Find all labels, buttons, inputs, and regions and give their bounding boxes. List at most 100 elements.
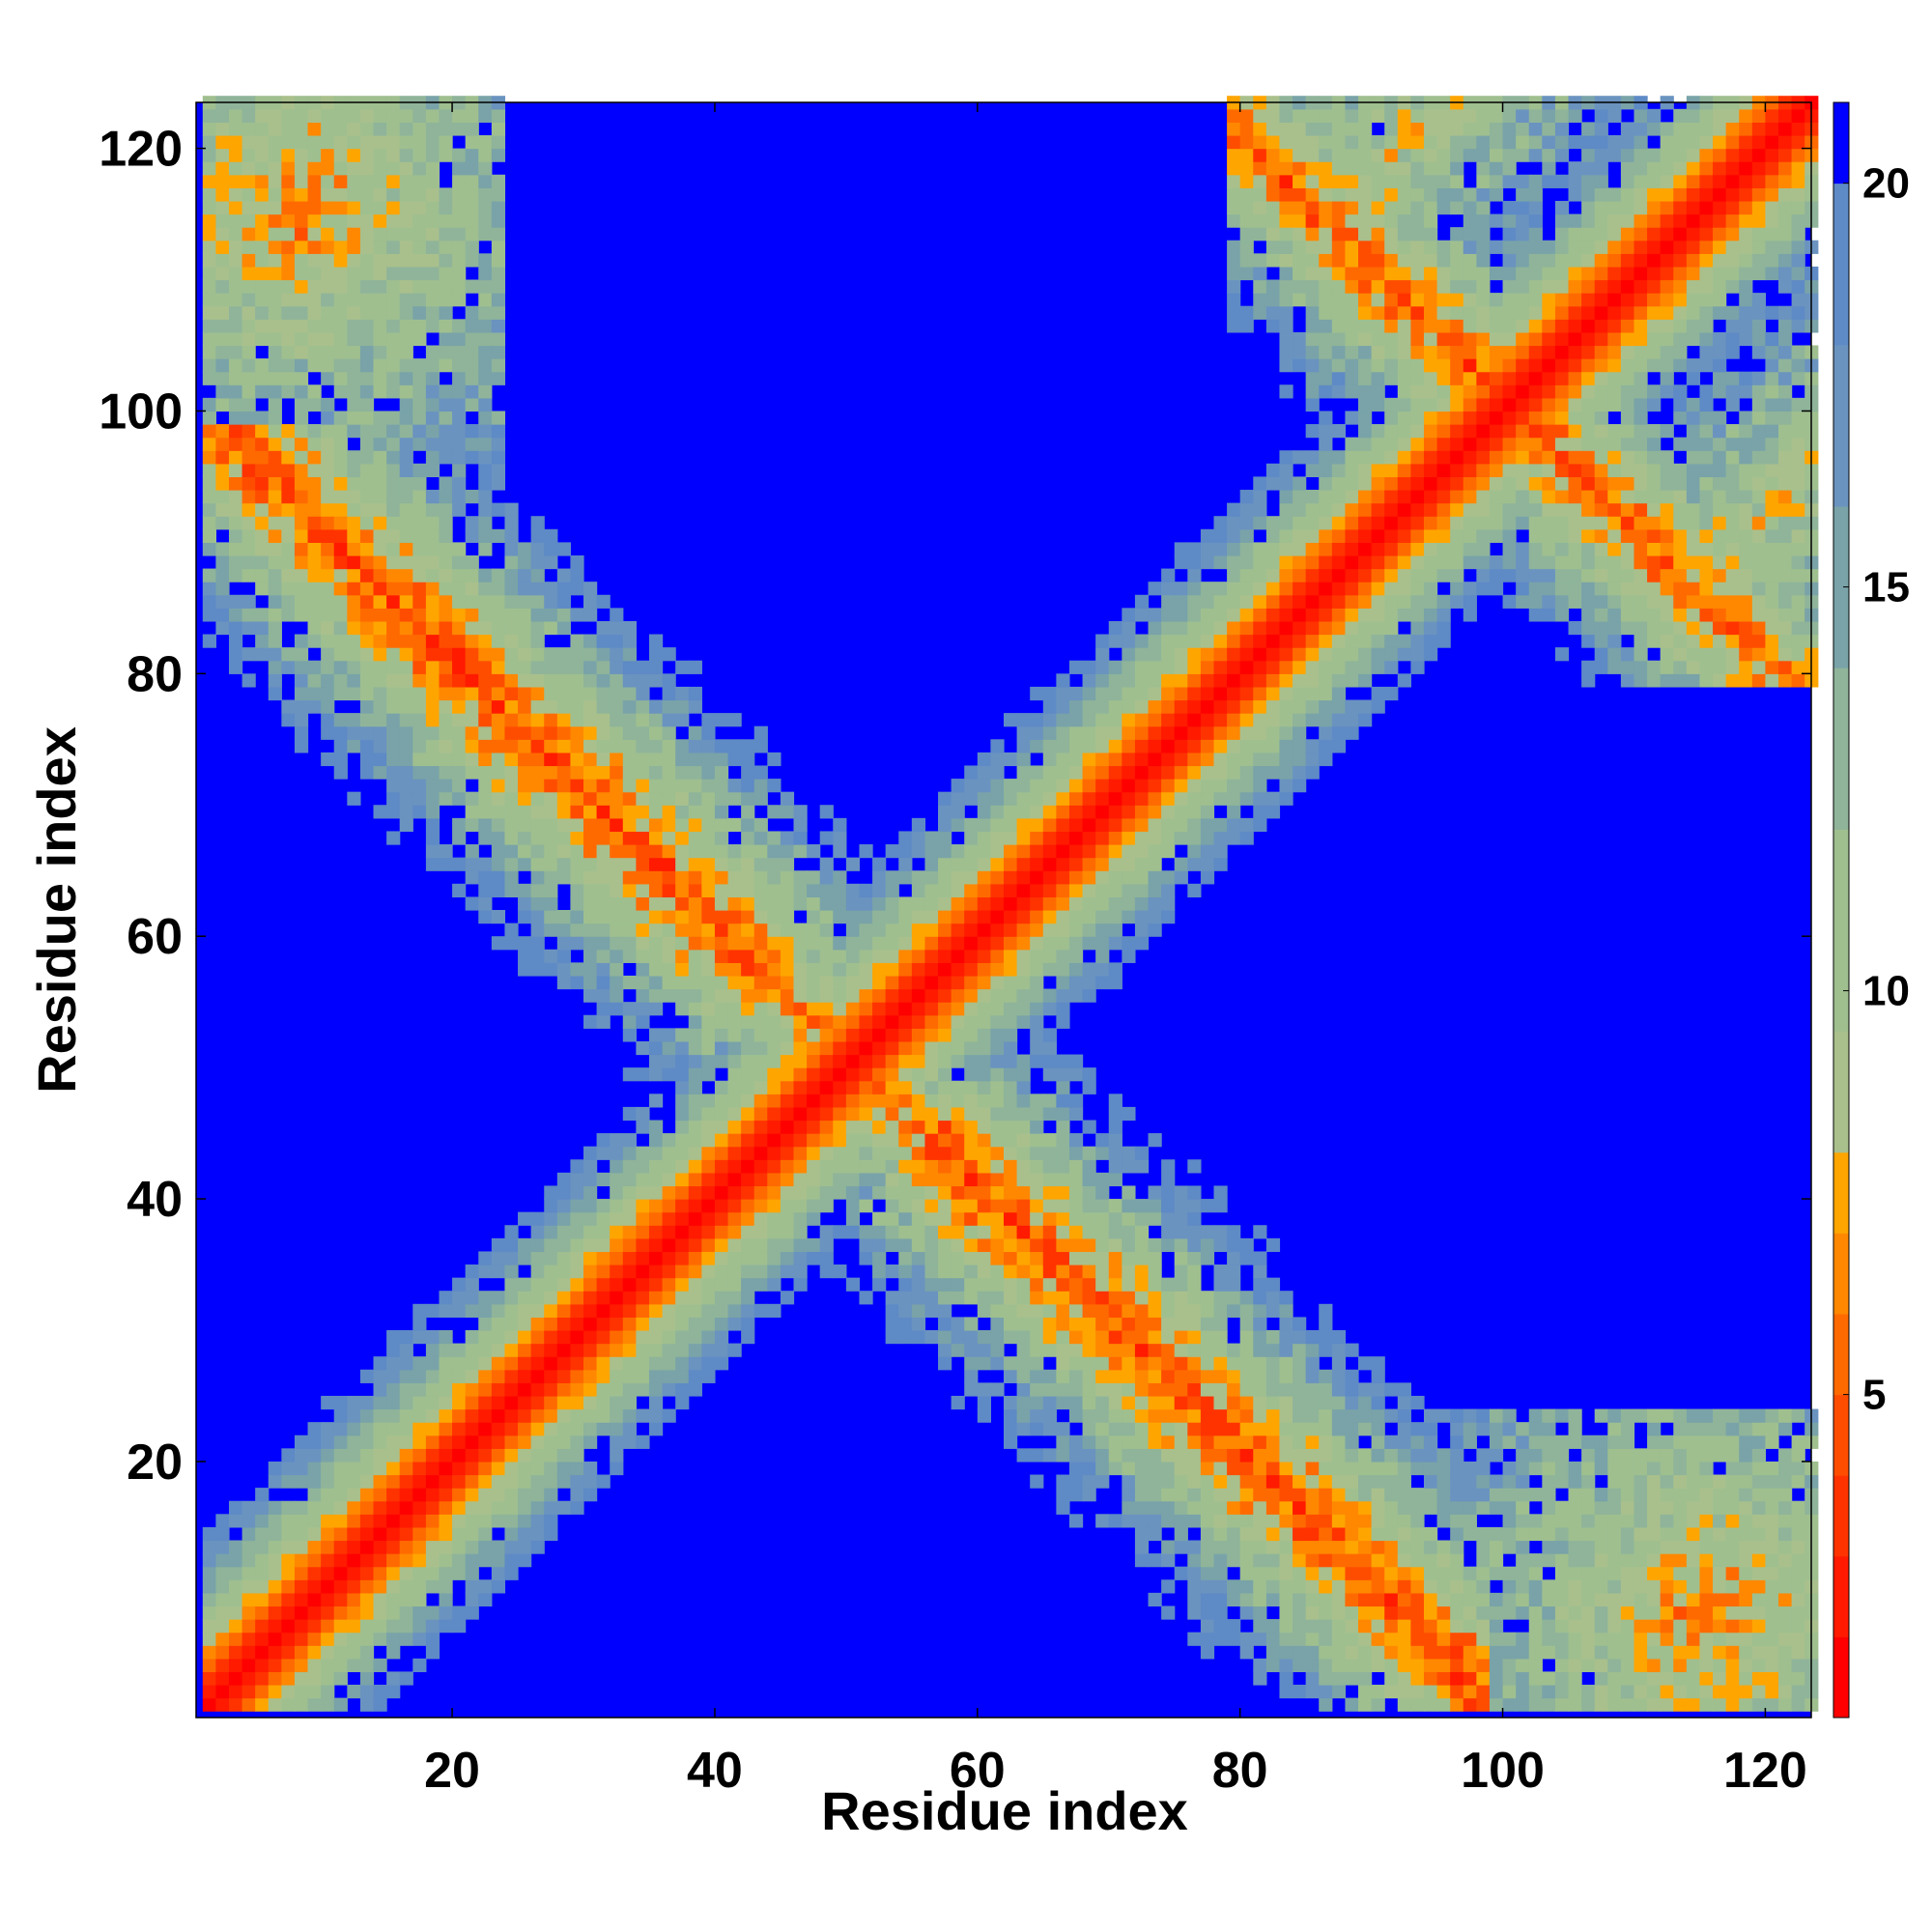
heatmap-cell	[898, 1094, 913, 1108]
heatmap-cell	[977, 1251, 991, 1265]
heatmap-cell	[359, 384, 375, 399]
heatmap-cell	[819, 1080, 834, 1094]
heatmap-cell	[504, 699, 519, 714]
heatmap-cell	[753, 1211, 768, 1226]
heatmap-cell	[977, 1028, 991, 1042]
heatmap-cell	[373, 213, 387, 228]
heatmap-cell	[439, 227, 453, 242]
heatmap-cell	[583, 699, 598, 714]
heatmap-cell	[990, 923, 1005, 937]
heatmap-cell	[1108, 805, 1122, 819]
heatmap-cell	[1134, 1199, 1150, 1213]
heatmap-cell	[228, 411, 243, 425]
heatmap-cell	[215, 554, 230, 570]
heatmap-cell	[924, 1185, 939, 1200]
heatmap-cell	[1161, 883, 1176, 897]
heatmap-cell	[556, 1474, 572, 1489]
heatmap-cell	[412, 213, 427, 228]
heatmap-cell	[452, 266, 467, 281]
heatmap-cell	[1108, 896, 1122, 911]
heatmap-cell	[412, 371, 427, 385]
heatmap-cell	[596, 1225, 611, 1239]
heatmap-cell	[1187, 1540, 1202, 1554]
heatmap-cell	[1174, 765, 1188, 780]
heatmap-cell	[1095, 1317, 1110, 1331]
heatmap-cell	[491, 174, 506, 188]
heatmap-cell	[819, 1002, 834, 1016]
heatmap-cell	[622, 1303, 637, 1318]
heatmap-cell	[1134, 1500, 1150, 1515]
heatmap-cell	[570, 686, 584, 701]
heatmap-cell	[662, 699, 676, 714]
heatmap-cell	[242, 253, 256, 268]
heatmap-cell	[675, 910, 690, 924]
heatmap-cell	[530, 1395, 545, 1410]
heatmap-cell	[753, 1133, 768, 1148]
heatmap-cell	[1239, 1461, 1254, 1476]
heatmap-cell	[1331, 528, 1347, 543]
heatmap-cell	[1319, 686, 1333, 701]
heatmap-cell	[215, 1605, 230, 1620]
heatmap-cell	[1253, 1632, 1267, 1646]
heatmap-cell	[478, 331, 493, 347]
heatmap-cell	[255, 528, 270, 543]
heatmap-cell	[333, 620, 348, 636]
heatmap-cell	[714, 962, 729, 977]
heatmap-cell	[596, 923, 611, 937]
heatmap-cell	[1082, 975, 1096, 990]
heatmap-cell	[1279, 319, 1293, 333]
heatmap-cell	[359, 608, 375, 622]
heatmap-cell	[819, 975, 834, 990]
heatmap-cell	[1042, 1094, 1057, 1108]
heatmap-cell	[610, 1448, 624, 1463]
heatmap-cell	[938, 1172, 952, 1187]
heatmap-cell	[570, 725, 584, 740]
heatmap-cell	[1253, 713, 1267, 727]
heatmap-cell	[951, 1329, 965, 1345]
heatmap-cell	[977, 949, 991, 963]
heatmap-cell	[1134, 1395, 1150, 1410]
heatmap-cell	[951, 1343, 965, 1357]
heatmap-cell	[648, 1225, 664, 1239]
heatmap-cell	[1213, 699, 1228, 714]
heatmap-cell	[1187, 1500, 1202, 1515]
heatmap-cell	[518, 713, 532, 727]
heatmap-cell	[228, 634, 243, 648]
heatmap-cell	[1200, 857, 1215, 871]
heatmap-cell	[307, 108, 322, 123]
heatmap-cell	[504, 1408, 519, 1423]
heatmap-cell	[202, 1619, 216, 1634]
heatmap-cell	[544, 1448, 558, 1463]
heatmap-cell	[1056, 1120, 1070, 1134]
heatmap-cell	[1253, 108, 1267, 123]
heatmap-cell	[491, 608, 506, 622]
heatmap-cell	[1174, 660, 1188, 674]
heatmap-cell	[255, 1592, 270, 1607]
heatmap-cell	[307, 1488, 322, 1502]
heatmap-cell	[1056, 1474, 1070, 1489]
heatmap-cell	[610, 962, 624, 977]
heatmap-cell	[556, 1211, 572, 1226]
heatmap-cell	[359, 1435, 375, 1449]
heatmap-cell	[255, 554, 270, 570]
heatmap-cell	[321, 411, 335, 425]
heatmap-cell	[202, 1566, 216, 1580]
heatmap-cell	[1319, 634, 1333, 648]
heatmap-cell	[570, 896, 584, 911]
heatmap-cell	[1305, 1671, 1320, 1686]
heatmap-cell	[1239, 1408, 1254, 1423]
heatmap-cell	[714, 1291, 729, 1305]
heatmap-cell	[294, 384, 309, 399]
heatmap-cell	[1042, 817, 1057, 833]
heatmap-cell	[386, 699, 401, 714]
heatmap-cell	[1227, 108, 1241, 123]
heatmap-cell	[491, 725, 506, 740]
heatmap-cell	[491, 1566, 506, 1580]
heatmap-cell	[294, 1514, 309, 1528]
heatmap-cell	[648, 1159, 664, 1174]
heatmap-cell	[1016, 1067, 1031, 1082]
heatmap-cell	[741, 1002, 755, 1016]
heatmap-cell	[911, 1199, 926, 1213]
heatmap-cell	[373, 345, 387, 359]
heatmap-cell	[872, 1146, 887, 1160]
